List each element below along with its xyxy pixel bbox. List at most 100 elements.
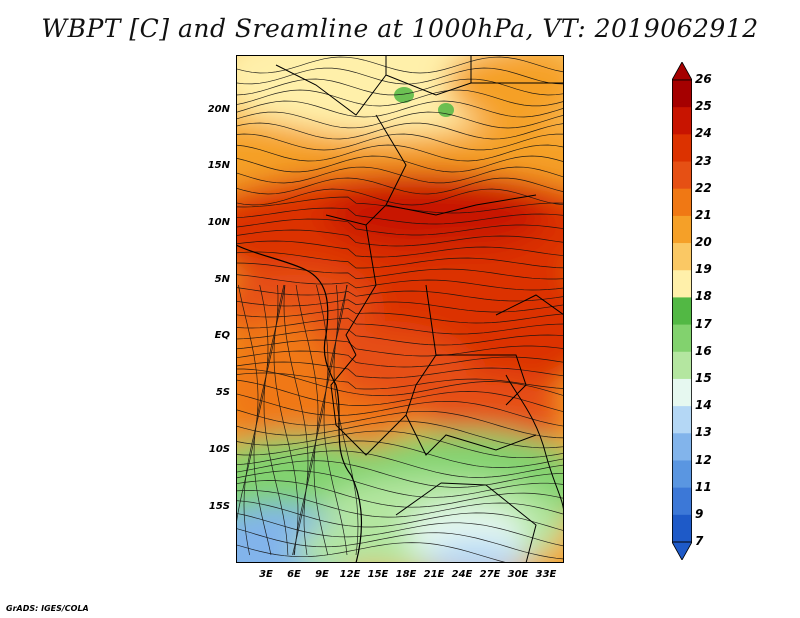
streamline [236,379,564,413]
colorbar-label-17: 17 [695,316,712,331]
streamline [236,430,564,459]
lat-label-15n: 15N [207,160,230,171]
lat-label-10n: 10N [207,217,230,228]
streamline [236,542,510,563]
lon-label-6e: 6E [287,569,301,580]
colorbar-label-15: 15 [695,370,712,385]
streamline [236,89,564,107]
colorbar-swatch [672,487,692,516]
streamline [323,284,348,556]
lon-label-3e: 3E [259,569,273,580]
colorbar-swatch [672,188,692,217]
streamline [236,500,564,532]
streamline [236,350,564,368]
colorbar-label-7: 7 [695,534,704,548]
lon-label-18e: 18E [395,569,417,580]
streamline [236,440,564,468]
streamline [236,166,564,184]
colorbar-swatch [672,270,692,298]
colorbar-label-26: 26 [695,72,712,86]
colorbar-label-9: 9 [695,506,704,521]
streamline [236,133,564,151]
colorbar-label-16: 16 [695,343,712,358]
streamline [236,368,564,397]
streamline [236,122,564,140]
wbpt-color-field [236,55,564,563]
colorbar-swatch [672,134,692,163]
streamline [236,299,564,313]
colorbar-swatch [672,406,692,434]
colorbar-swatch [672,514,692,543]
colorbar-bottom-arrow [672,541,692,560]
colorbar-swatch [672,351,692,380]
streamline [236,480,564,508]
streamline [243,284,269,556]
colorbar-label-23: 23 [695,153,712,168]
streamline [236,287,564,302]
streamline [333,284,359,556]
lat-label-5n: 5N [214,274,230,285]
streamline [236,262,564,280]
lon-label-24e: 24E [451,569,473,580]
colorbar-label-14: 14 [695,398,712,413]
colorbar-swatch [672,107,692,135]
streamline [236,393,564,427]
streamline [283,284,309,556]
streamline [236,528,564,560]
colorbar-label-18: 18 [695,289,712,304]
colorbar-swatch [672,324,692,353]
map-panel [236,55,564,563]
streamline [236,144,564,162]
streamline [236,308,564,324]
streamline [236,218,564,236]
colorbar-label-20: 20 [695,235,712,250]
colorbar-swatch [672,243,692,271]
colorbar-swatch [672,460,692,489]
coastline [236,244,363,563]
streamline [236,512,564,547]
colorbar-label-19: 19 [695,262,712,277]
streamline [236,470,564,498]
streamline [236,450,564,478]
streamline [236,274,564,291]
streamline [236,240,564,258]
lat-label-20n: 20N [207,104,230,115]
chart-title: WBPT [C] and Sreamline at 1000hPa, VT: 2… [41,14,759,43]
colorbar-label-11: 11 [695,479,712,494]
streamline [236,409,564,439]
streamline [263,284,289,556]
streamline [236,188,564,206]
credit-text: GrADS: IGES/COLA [6,604,89,613]
colorbar-label-25: 25 [695,99,712,114]
streamline [236,207,564,225]
streamline [236,177,564,195]
colorbar-label-13: 13 [695,425,712,440]
streamline [273,284,299,556]
lat-label-eq: EQ [214,330,230,341]
colorbar-swatch [672,80,692,108]
streamline [236,78,564,96]
lon-label-15e: 15E [367,569,389,580]
lon-label-9e: 9E [315,569,329,580]
lon-label-21e: 21E [423,569,445,580]
streamline [294,284,319,556]
streamline [236,317,564,335]
streamline [236,460,564,488]
colorbar-swatch [672,215,692,244]
colorbar-label-21: 21 [695,207,712,222]
colorbar-swatch [672,297,692,326]
colorbar-top-arrow [672,62,692,81]
lon-label-27e: 27E [479,569,501,580]
streamline [236,111,564,129]
streamline [303,284,329,556]
streamlines [236,56,564,563]
streamline [236,251,564,269]
streamline [236,155,564,173]
country-borders [275,55,564,563]
colorbar-swatch [672,378,692,407]
colorbar [672,62,692,560]
streamline [236,56,564,74]
streamline [236,229,564,247]
lon-label-30e: 30E [507,569,529,580]
lat-label-5s: 5S [215,387,230,398]
